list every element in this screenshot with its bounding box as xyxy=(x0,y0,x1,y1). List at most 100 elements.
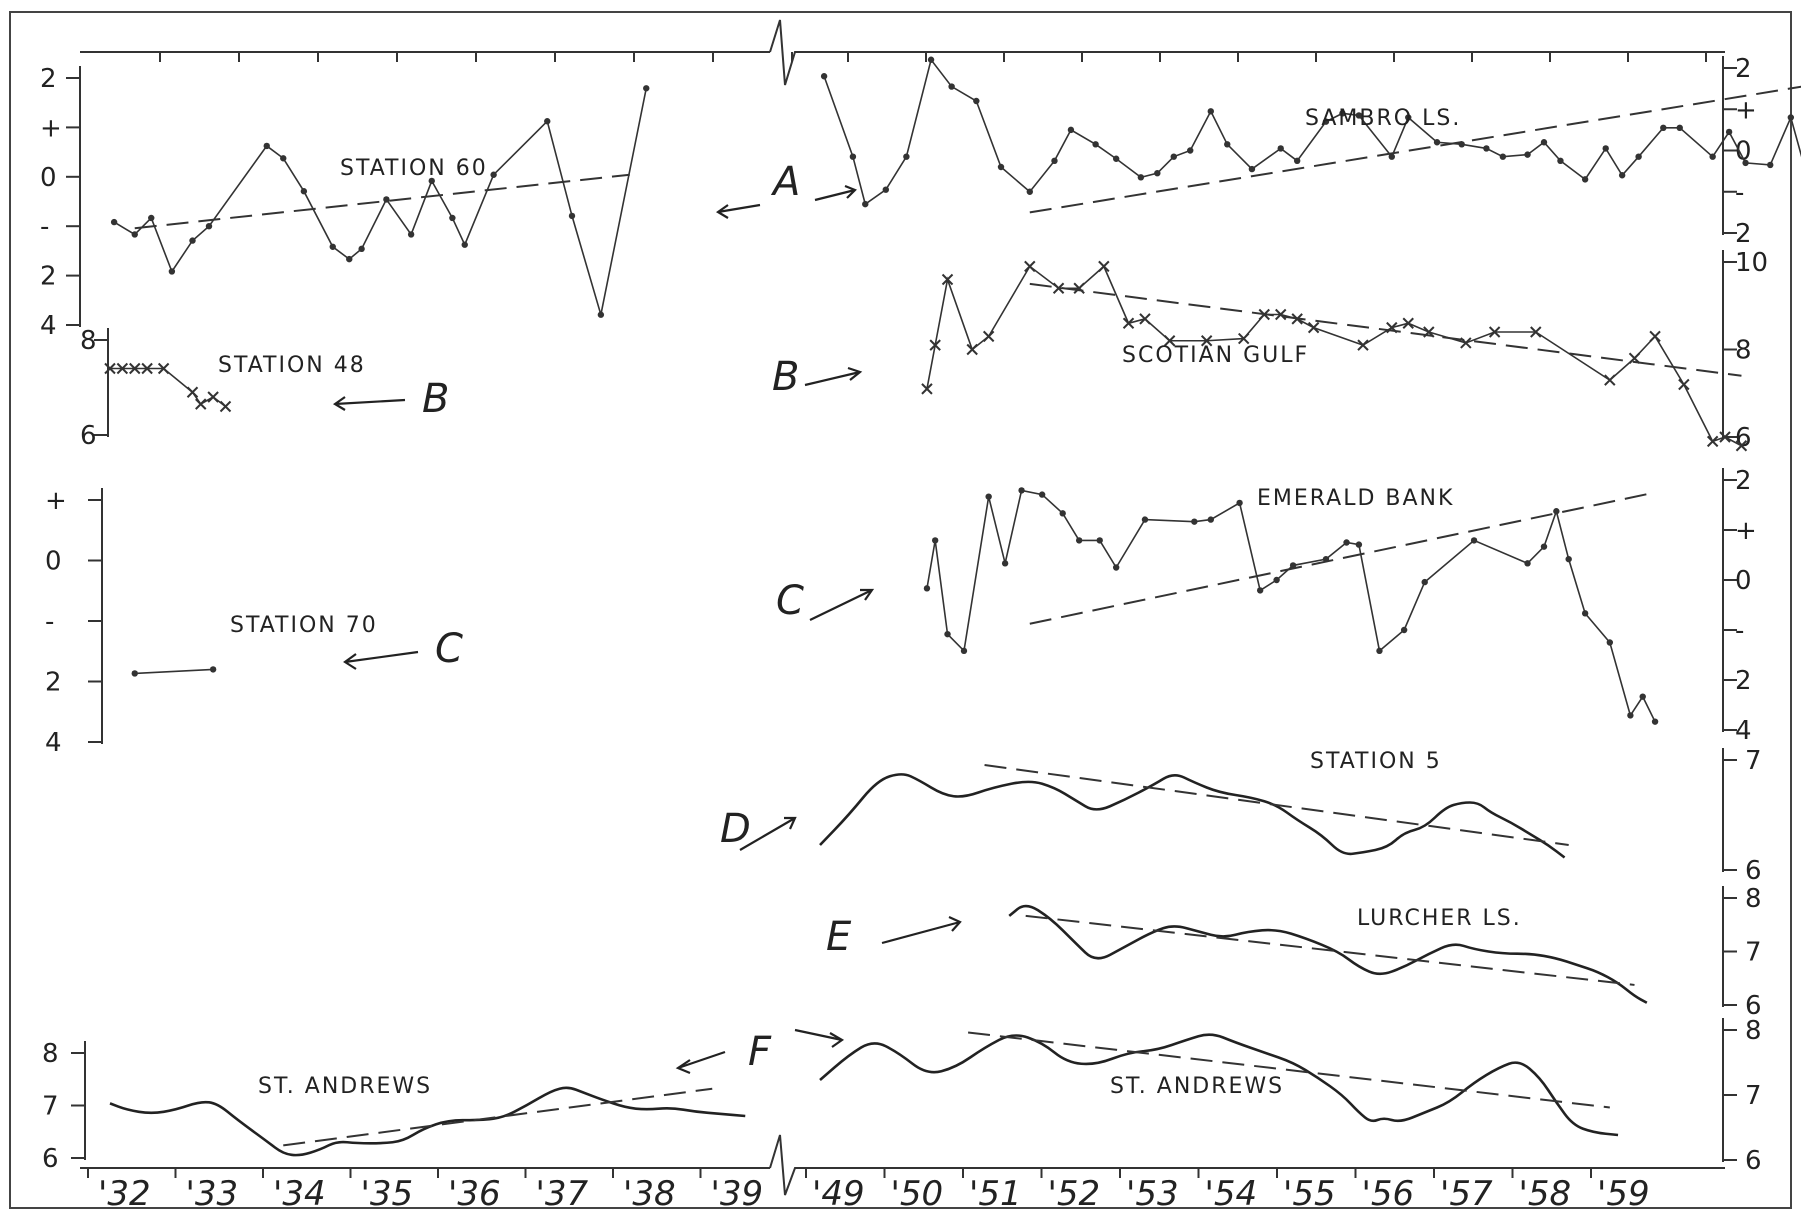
B-late-data-point xyxy=(941,273,954,286)
A-late-y-tick-label: 2 xyxy=(1735,219,1752,249)
C-early-y-tick-label: 2 xyxy=(45,668,62,698)
C-late-data-point xyxy=(1581,610,1589,617)
A-late-data-point xyxy=(1524,151,1531,158)
B-late-data-point xyxy=(1024,260,1036,273)
B-early-data-point xyxy=(186,386,199,398)
panel-label-e: E xyxy=(826,914,852,960)
C-late-y-tick-label: 2 xyxy=(1735,666,1752,696)
C-late-data-point xyxy=(923,585,931,592)
B-late-data-point xyxy=(1052,282,1065,294)
C-late-series-name: EMERALD BANK xyxy=(1257,486,1454,511)
A-late-data-point xyxy=(1499,153,1507,160)
E-late-y-tick-label: 7 xyxy=(1745,938,1762,968)
A-early-trend-line xyxy=(134,173,630,230)
C-late-data-point xyxy=(1059,510,1066,517)
C-late-data-point xyxy=(1540,543,1548,550)
panel-arrow-f xyxy=(677,1050,726,1070)
C-late-data-point xyxy=(1627,712,1634,719)
x-tick-label: '54 xyxy=(1205,1174,1258,1214)
A-early-data-point xyxy=(643,85,650,92)
C-late-data-point xyxy=(1470,537,1478,544)
B-early-data-point xyxy=(219,400,232,413)
A-late-data-point xyxy=(1322,118,1330,125)
panel-arrow-a xyxy=(814,188,856,202)
panel-arrowhead-d xyxy=(784,816,797,830)
C-late-data-point xyxy=(1038,491,1046,498)
A-late-trend-line xyxy=(1029,85,1801,214)
A-late-data-point xyxy=(1137,174,1145,181)
E-late-series-curve xyxy=(1008,904,1648,1004)
panel-label-d: D xyxy=(720,806,751,852)
C-late-series-line xyxy=(926,489,1656,723)
A-late-data-point xyxy=(1248,165,1256,173)
A-early-data-point xyxy=(407,231,415,238)
A-late-data-point xyxy=(1355,112,1363,119)
A-late-y-tick-label: - xyxy=(1735,178,1744,208)
B-late-series-name: SCOTIAN GULF xyxy=(1122,343,1309,368)
D-late-trend-line xyxy=(984,764,1569,846)
x-tick-label: '53 xyxy=(1126,1174,1179,1214)
B-late-data-point xyxy=(1604,374,1616,386)
A-early-y-tick-label: 2 xyxy=(40,64,57,94)
C-late-data-point xyxy=(1651,718,1659,725)
C-late-data-point xyxy=(1289,562,1297,569)
C-late-data-point xyxy=(1256,587,1264,594)
x-tick-label: '36 xyxy=(448,1174,501,1214)
B-late-data-point xyxy=(929,339,941,351)
x-tick-label: '51 xyxy=(969,1174,1022,1214)
C-late-data-point xyxy=(960,647,968,655)
C-early-data-point xyxy=(209,666,217,673)
B-late-data-point xyxy=(1163,335,1176,347)
B-early-data-point xyxy=(207,391,219,403)
A-late-data-point xyxy=(1224,141,1231,148)
F-early-trend-line xyxy=(283,1087,713,1147)
B-early-series-name: STATION 48 xyxy=(218,353,366,378)
C-late-y-tick-label: + xyxy=(1735,516,1757,546)
A-late-data-point xyxy=(820,73,828,80)
C-late-data-point xyxy=(931,537,939,544)
F-late-series-name: ST. ANDREWS xyxy=(1110,1074,1284,1099)
A-late-data-point xyxy=(1540,139,1548,146)
panel-arrow-b xyxy=(804,370,861,387)
B-late-data-point xyxy=(1275,308,1287,321)
F-early-series-curve xyxy=(109,1086,746,1157)
B-late-data-point xyxy=(1706,435,1719,448)
F-early-y-tick-label: 6 xyxy=(42,1144,59,1174)
panel-label-c: C xyxy=(776,578,804,624)
C-early-y-tick-label: - xyxy=(45,607,54,637)
x-tick-label: '58 xyxy=(1519,1174,1572,1214)
panel-arrow-d xyxy=(739,817,796,851)
B-late-trend-line xyxy=(1029,282,1742,377)
C-late-data-point xyxy=(1141,516,1149,523)
A-early-data-point xyxy=(383,196,390,203)
A-late-y-tick-label: 0 xyxy=(1735,137,1752,167)
C-late-data-point xyxy=(1096,537,1103,544)
A-late-data-point xyxy=(1602,145,1609,152)
A-late-data-point xyxy=(1207,108,1214,115)
A-late-data-point xyxy=(903,153,910,160)
B-late-data-point xyxy=(1139,313,1151,325)
C-late-data-point xyxy=(1639,693,1646,700)
A-late-data-point xyxy=(1581,176,1589,183)
A-early-data-point xyxy=(428,177,435,185)
D-late-y-tick-label: 7 xyxy=(1745,746,1762,776)
C-late-data-point xyxy=(1421,578,1428,586)
A-early-data-point xyxy=(597,311,605,318)
C-late-data-point xyxy=(1112,564,1120,571)
A-late-data-point xyxy=(1676,124,1683,132)
bottom-axis-break xyxy=(769,1134,800,1196)
B-early-data-point xyxy=(104,362,116,375)
x-tick-label: '32 xyxy=(98,1174,151,1214)
A-late-data-point xyxy=(1388,153,1395,160)
A-early-data-point xyxy=(131,231,138,238)
station70-arrow-label: C xyxy=(435,626,463,672)
station70-arrow xyxy=(343,650,419,670)
F-late-series-curve xyxy=(819,1033,1619,1137)
C-early-y-tick-label: 0 xyxy=(45,547,62,577)
x-tick-label: '37 xyxy=(536,1174,589,1214)
A-late-data-point xyxy=(1405,114,1412,121)
B-late-data-point xyxy=(1649,330,1661,343)
x-tick-label: '34 xyxy=(273,1174,326,1214)
A-late-data-point xyxy=(1170,153,1177,160)
A-late-data-point xyxy=(1187,147,1194,154)
